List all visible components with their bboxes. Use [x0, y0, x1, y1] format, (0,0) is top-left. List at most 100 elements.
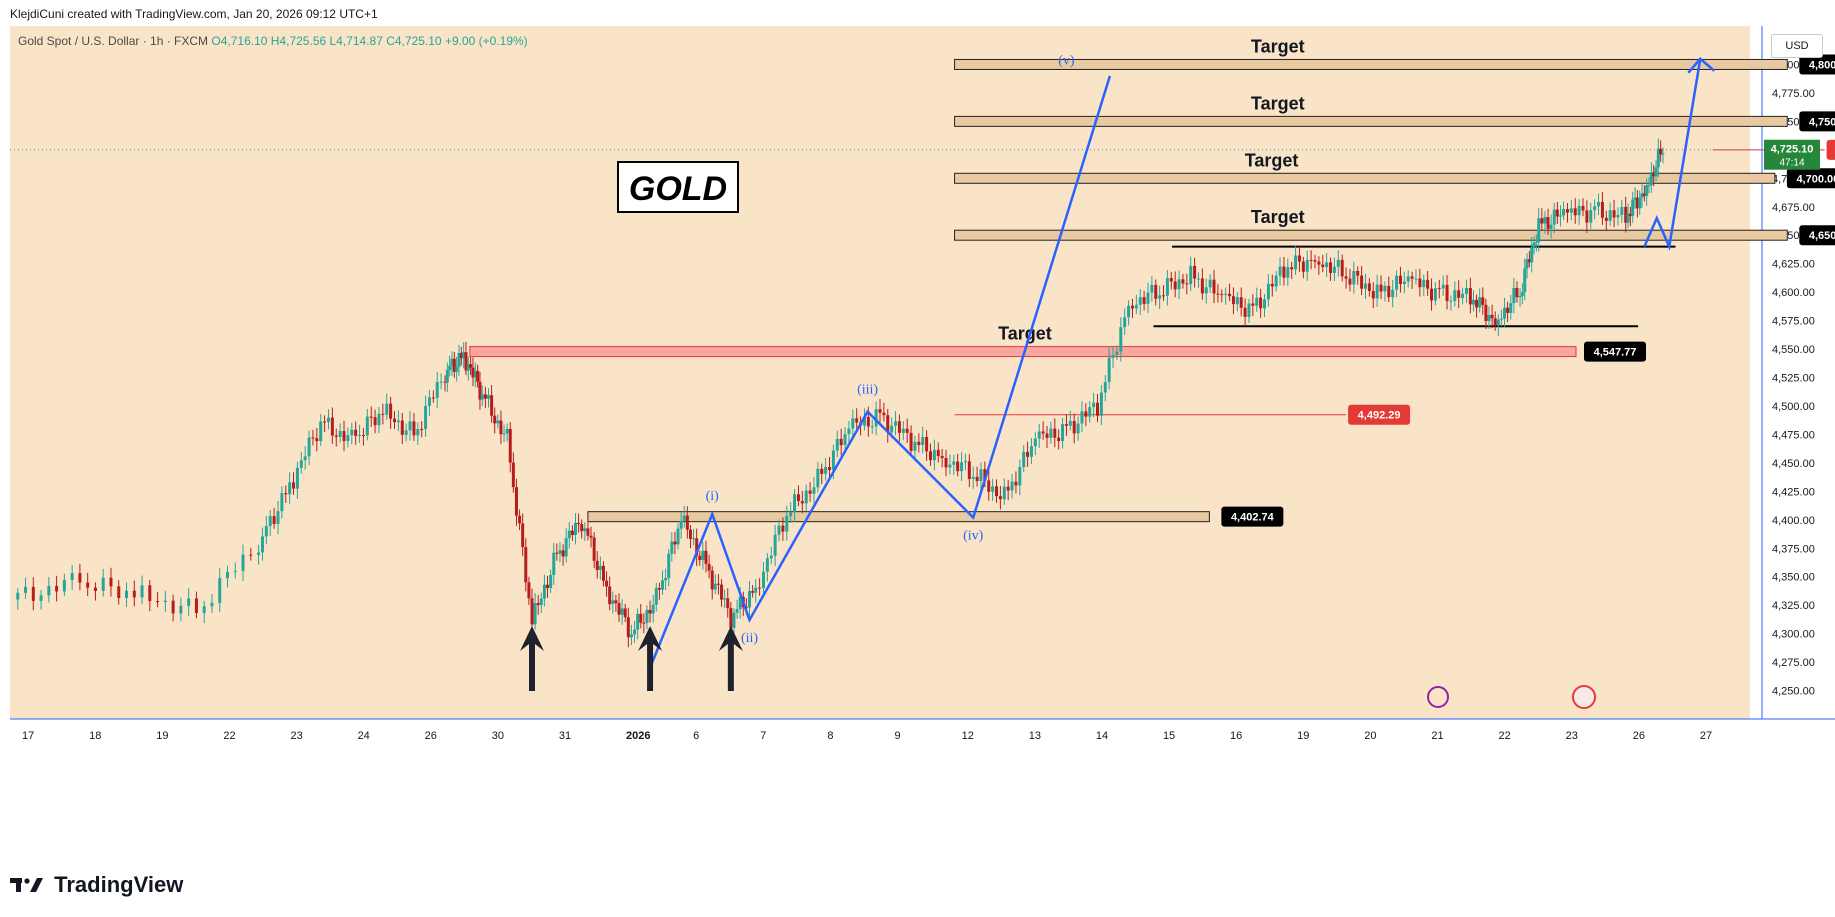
chart-canvas[interactable]: 4,800.004,775.004,750.004,725.004,700.00… — [0, 26, 1835, 859]
candle-body — [435, 382, 439, 398]
candle-body — [369, 416, 373, 418]
y-tick-label: 4,300.00 — [1772, 629, 1815, 641]
candle-body — [1457, 290, 1461, 298]
candle-body — [1130, 305, 1134, 309]
x-tick-label: 20 — [1364, 730, 1376, 742]
candle-body — [1064, 424, 1068, 426]
candle-body — [412, 421, 416, 436]
y-tick-label: 4,775.00 — [1772, 88, 1815, 100]
candle-body — [682, 515, 686, 521]
candle-body — [1041, 431, 1045, 434]
candle-body — [55, 585, 59, 592]
candle-body — [1649, 172, 1653, 185]
candle-body — [785, 515, 789, 532]
chart-area[interactable]: 4,800.004,775.004,750.004,725.004,700.00… — [0, 26, 1835, 859]
candle-body — [664, 578, 668, 581]
candle-body — [1002, 486, 1006, 500]
projection-arrowhead — [1687, 57, 1716, 74]
candle-body — [1383, 285, 1387, 292]
candle-body — [1266, 283, 1270, 300]
candle-body — [404, 430, 408, 435]
candle-body — [1633, 197, 1637, 200]
x-tick-label: 16 — [1230, 730, 1242, 742]
candle-body — [1196, 278, 1200, 280]
candle-body — [226, 571, 229, 579]
candle-body — [546, 584, 550, 589]
candle-body — [1169, 278, 1173, 282]
candle-body — [1546, 217, 1550, 229]
candle-body — [1251, 303, 1255, 306]
level-price-tag — [1799, 54, 1835, 75]
candle-body — [796, 494, 800, 502]
currency-selector[interactable]: USD — [1771, 34, 1823, 58]
x-tick-label: 24 — [358, 730, 370, 742]
y-tick-label: 4,250.00 — [1772, 686, 1815, 698]
candle-body — [688, 529, 692, 539]
candle-body — [921, 436, 925, 445]
candle-body — [1162, 295, 1166, 297]
target-label: Target — [1251, 93, 1305, 113]
candle-body — [524, 547, 528, 583]
tradingview-logo[interactable]: TradingView — [10, 872, 183, 898]
x-tick-label: 7 — [760, 730, 766, 742]
candle-body — [1635, 197, 1639, 209]
candle-body — [1127, 305, 1131, 318]
candle-body — [487, 395, 490, 399]
candle-body — [824, 467, 828, 474]
candle-body — [567, 530, 571, 539]
candle-body — [1154, 284, 1158, 299]
x-tick-label: 19 — [156, 730, 168, 742]
wave-label: (iv) — [963, 529, 984, 544]
candle-body — [292, 482, 296, 489]
candle-body — [1088, 407, 1092, 417]
candle-body — [1449, 300, 1453, 302]
x-tick-label: 19 — [1297, 730, 1309, 742]
candle-body — [1387, 285, 1391, 298]
candle-body — [241, 554, 245, 571]
candle-body — [1107, 357, 1111, 383]
candle-body — [925, 436, 929, 452]
target-label: Target — [998, 324, 1052, 344]
x-tick-label: 13 — [1029, 730, 1041, 742]
candle-body — [905, 428, 909, 433]
us-flag-icon — [1572, 685, 1596, 709]
candle-body — [187, 598, 191, 606]
candle-body — [564, 538, 568, 557]
candle-body — [754, 587, 758, 593]
candle-body — [1045, 433, 1049, 438]
candle-body — [932, 449, 936, 461]
candle-body — [1200, 278, 1204, 294]
candle-body — [723, 598, 727, 600]
candle-body — [117, 586, 121, 598]
x-tick-label: 26 — [425, 730, 437, 742]
candle-body — [1525, 259, 1529, 269]
candle-body — [1255, 297, 1259, 306]
candle-body — [874, 409, 878, 427]
candle-body — [171, 600, 175, 614]
candle-body — [828, 467, 832, 471]
candle-body — [611, 600, 615, 605]
level-price-label: 4,750.00 — [1809, 116, 1835, 128]
candle-body — [847, 428, 851, 435]
y-tick-label: 4,275.00 — [1772, 657, 1815, 669]
candle-body — [975, 476, 979, 482]
candle-body — [62, 579, 66, 592]
wave-label: (i) — [706, 489, 720, 504]
candle-body — [496, 420, 500, 424]
candle-body — [1628, 213, 1632, 217]
candle-body — [478, 381, 482, 400]
candle-body — [416, 428, 420, 436]
candle-body — [890, 425, 894, 433]
symbol-name: Gold Spot / U.S. Dollar · 1h · FXCM — [18, 34, 209, 48]
candle-body — [738, 596, 742, 610]
candle-body — [1103, 382, 1107, 393]
candle-body — [1297, 255, 1301, 262]
candle-body — [1336, 259, 1340, 267]
candle-body — [642, 622, 646, 624]
candle-body — [1543, 217, 1547, 224]
candle-body — [979, 469, 983, 482]
candle-body — [1652, 172, 1656, 177]
candle-body — [1014, 481, 1018, 486]
candle-body — [1290, 267, 1294, 270]
candle-body — [109, 577, 113, 587]
